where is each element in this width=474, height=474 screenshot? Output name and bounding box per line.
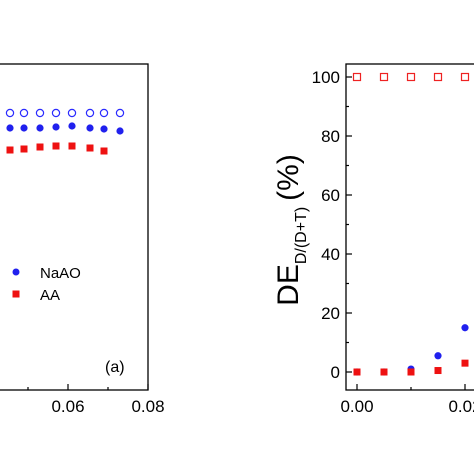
panel-a-point-s1-8 bbox=[116, 127, 124, 135]
panel-a: 0.06 0.08 NaAO AA (a) bbox=[0, 63, 165, 416]
panel-b-point-s2-0 bbox=[353, 368, 361, 376]
panel-a-point-s0-7 bbox=[99, 108, 109, 118]
panel-b-point-s2-4 bbox=[461, 359, 469, 367]
panel-a-point-s1-3 bbox=[36, 124, 44, 132]
panel-a-point-s0-8 bbox=[115, 108, 125, 118]
panel-a-point-s2-5 bbox=[68, 142, 76, 150]
panel-b-x-ticks: 0.00 0.02 bbox=[340, 384, 474, 416]
panel-a-point-s1-5 bbox=[68, 122, 76, 130]
y-axis-title: DED/(D+T) (%) bbox=[272, 154, 310, 306]
panel-a-point-s0-4 bbox=[51, 108, 61, 118]
panel-a-point-s2-4 bbox=[52, 142, 60, 150]
panel-b-point-s0-3 bbox=[433, 72, 443, 82]
panel-a-frame bbox=[0, 63, 149, 391]
panel-b-y-ticks: 0 20 40 60 80 100 bbox=[312, 68, 352, 382]
right-x-tick-label-0: 0.00 bbox=[340, 397, 373, 416]
panel-b-point-s2-2 bbox=[407, 368, 415, 376]
legend: NaAO AA bbox=[12, 265, 81, 304]
panel-a-point-s1-7 bbox=[100, 125, 108, 133]
panel-a-marks bbox=[5, 108, 125, 155]
panel-b-marks bbox=[352, 72, 470, 376]
panel-b: 0 20 40 60 80 100 0.00 0.02 DED/(D+T) (%) bbox=[272, 63, 474, 416]
y-tick-label-3: 60 bbox=[321, 186, 340, 205]
panel-b-point-s2-1 bbox=[380, 368, 388, 376]
legend-aa-marker bbox=[12, 290, 20, 298]
panel-a-point-s0-1 bbox=[5, 108, 15, 118]
panel-b-frame bbox=[345, 63, 474, 391]
panel-a-x-ticks: 0.06 0.08 bbox=[27, 384, 165, 416]
panel-b-point-s0-4 bbox=[460, 72, 470, 82]
y-tick-label-4: 80 bbox=[321, 127, 340, 146]
panel-a-point-s0-5 bbox=[67, 108, 77, 118]
legend-naao-label: NaAO bbox=[40, 265, 81, 282]
panel-a-point-s2-2 bbox=[20, 145, 28, 153]
panel-a-point-s0-2 bbox=[19, 108, 29, 118]
y-tick-label-1: 20 bbox=[321, 304, 340, 323]
panel-a-point-s2-3 bbox=[36, 143, 44, 151]
legend-naao-marker bbox=[12, 268, 20, 276]
panel-a-point-s2-6 bbox=[86, 144, 94, 152]
y-axis-title-unit: (%) bbox=[272, 154, 305, 201]
panel-b-point-s0-2 bbox=[406, 72, 416, 82]
right-x-tick-label-1: 0.02 bbox=[448, 397, 474, 416]
y-axis-title-text: DED/(D+T) (%) bbox=[272, 154, 310, 306]
panel-b-point-s1-3 bbox=[434, 352, 442, 360]
panel-a-point-s1-6 bbox=[86, 124, 94, 132]
y-tick-label-5: 100 bbox=[312, 68, 340, 87]
panel-a-point-s2-7 bbox=[100, 147, 108, 155]
panel-a-point-s2-1 bbox=[6, 146, 14, 154]
y-axis-title-main: DE bbox=[272, 264, 305, 306]
panel-a-point-s1-2 bbox=[20, 124, 28, 132]
x-tick-label-1: 0.08 bbox=[131, 397, 164, 416]
x-tick-label-0: 0.06 bbox=[51, 397, 84, 416]
panel-b-point-s0-1 bbox=[379, 72, 389, 82]
panel-b-point-s0-0 bbox=[352, 72, 362, 82]
legend-aa-label: AA bbox=[40, 287, 60, 304]
panel-a-point-s1-4 bbox=[52, 123, 60, 131]
y-tick-label-0: 0 bbox=[331, 363, 340, 382]
y-tick-label-2: 40 bbox=[321, 245, 340, 264]
panel-a-point-s0-3 bbox=[35, 108, 45, 118]
panel-a-label: (a) bbox=[105, 359, 125, 376]
panel-b-point-s1-4 bbox=[461, 324, 469, 332]
panel-a-point-s1-1 bbox=[6, 124, 14, 132]
panel-a-point-s0-6 bbox=[85, 108, 95, 118]
y-axis-title-sub: D/(D+T) bbox=[293, 207, 310, 264]
panel-b-point-s2-3 bbox=[434, 367, 442, 375]
